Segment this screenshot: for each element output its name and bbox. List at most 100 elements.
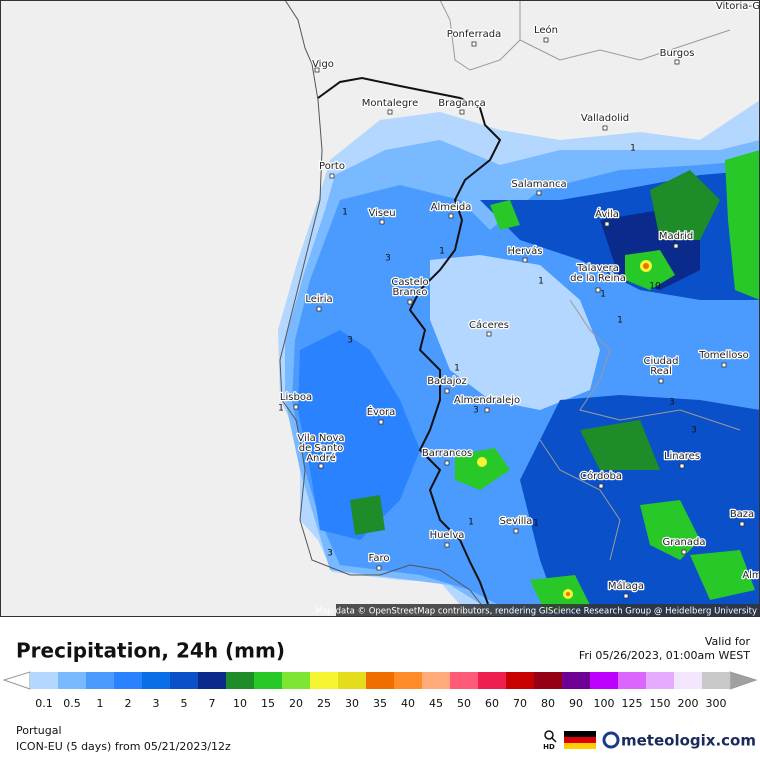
city-marker xyxy=(444,388,450,394)
legend-swatch xyxy=(478,672,507,689)
legend-label: 200 xyxy=(678,697,699,710)
precip-peak xyxy=(643,263,649,269)
legend-label: 300 xyxy=(706,697,727,710)
city-label: Lisboa xyxy=(280,392,312,403)
precip-area xyxy=(640,500,700,560)
legend-swatch xyxy=(310,672,339,689)
legend-label: 25 xyxy=(317,697,331,710)
legend-swatch xyxy=(618,672,647,689)
city-label: Hervás xyxy=(507,245,542,257)
legend-swatch xyxy=(450,672,479,689)
city-marker xyxy=(623,593,629,599)
contour-label: 1 xyxy=(630,144,636,154)
contour-label: 1 xyxy=(342,208,348,218)
city-label: Burgos xyxy=(660,48,695,59)
contour-label: 3 xyxy=(473,406,479,416)
legend-swatch xyxy=(534,672,563,689)
city-marker xyxy=(407,299,413,305)
legend-swatch xyxy=(646,672,675,689)
contour-label: 10 xyxy=(649,282,661,292)
title: Precipitation, 24h (mm) xyxy=(16,639,285,663)
contour-label: 1 xyxy=(278,404,284,414)
flag xyxy=(564,743,596,749)
city-label: de Santo xyxy=(299,443,344,454)
city-marker xyxy=(739,521,745,527)
city-label: Sevilla xyxy=(500,516,533,527)
country-border xyxy=(317,76,502,605)
legend-swatch xyxy=(702,672,731,689)
hd-icon xyxy=(551,737,557,743)
city-label: Almendralejo xyxy=(454,395,520,406)
precip-area xyxy=(650,170,720,240)
legend-swatch xyxy=(86,672,115,689)
precip-area xyxy=(298,330,420,540)
city-marker xyxy=(318,463,324,469)
city-label: Tomelloso xyxy=(698,350,748,361)
city-marker xyxy=(444,460,450,466)
city-label: Leiria xyxy=(305,294,332,305)
region: Portugal xyxy=(16,724,62,737)
city-marker xyxy=(681,549,687,555)
city-marker xyxy=(387,109,393,115)
legend-label: 35 xyxy=(373,697,387,710)
contour-label: 1 xyxy=(538,277,544,287)
legend-label: 90 xyxy=(569,697,583,710)
legend-label: 20 xyxy=(289,697,303,710)
city-label: Granada xyxy=(663,537,706,548)
city-marker xyxy=(448,213,454,219)
city-label: Talavera xyxy=(576,263,619,274)
precip-area xyxy=(490,200,520,230)
city-label: Valladolid xyxy=(581,113,629,124)
city-marker xyxy=(486,331,492,337)
city-label: Castelo xyxy=(391,277,428,288)
city-label: Linares xyxy=(664,451,700,462)
legend-swatch xyxy=(198,672,227,689)
city-marker xyxy=(602,125,608,131)
attribution: Map data © OpenStreetMap contributors, r… xyxy=(315,607,757,617)
contour-label: 1 xyxy=(468,518,474,528)
precip-area xyxy=(690,550,755,600)
coastline xyxy=(279,0,491,617)
precip-area xyxy=(430,255,600,410)
precip-area xyxy=(350,495,385,535)
legend-label: 0.1 xyxy=(35,697,53,710)
legend-swatch xyxy=(394,672,423,689)
legend-label: 2 xyxy=(125,697,132,710)
city-marker xyxy=(329,173,335,179)
city-label: Baza xyxy=(730,509,754,520)
city-label: Bragança xyxy=(438,98,486,109)
city-marker xyxy=(679,463,685,469)
city-label: Vila Nova xyxy=(297,433,344,444)
city-marker xyxy=(674,59,680,65)
city-label: Viseu xyxy=(368,208,395,219)
legend-label: 125 xyxy=(622,697,643,710)
city-label: Cáceres xyxy=(469,319,509,331)
model: ICON-EU (5 days) from 05/21/2023/12z xyxy=(16,740,231,753)
city-label: Huelva xyxy=(430,530,465,541)
precip-area xyxy=(580,420,660,470)
contour-label: 1 xyxy=(454,364,460,374)
legend-label: 0.5 xyxy=(63,697,81,710)
contour-label: 3 xyxy=(327,549,333,559)
city-marker xyxy=(543,37,549,43)
contour-label: 1 xyxy=(617,316,623,326)
legend-swatch xyxy=(254,672,283,689)
precip-area xyxy=(725,150,760,300)
legend-swatch xyxy=(114,672,143,689)
city-marker xyxy=(721,362,727,368)
city-label: Málaga xyxy=(608,580,644,592)
city-label: Madrid xyxy=(659,231,693,242)
legend-label: 5 xyxy=(181,697,188,710)
legend-swatch xyxy=(226,672,255,689)
hd-label: HD xyxy=(543,743,555,751)
legend-cap xyxy=(729,671,758,690)
city-label: Faro xyxy=(369,553,390,564)
city-marker xyxy=(673,243,679,249)
legend-swatch xyxy=(590,672,619,689)
city-label: Vitoria-G xyxy=(716,1,760,12)
legend-swatch xyxy=(562,672,591,689)
brand-logo xyxy=(602,731,620,749)
legend-swatch xyxy=(282,672,311,689)
